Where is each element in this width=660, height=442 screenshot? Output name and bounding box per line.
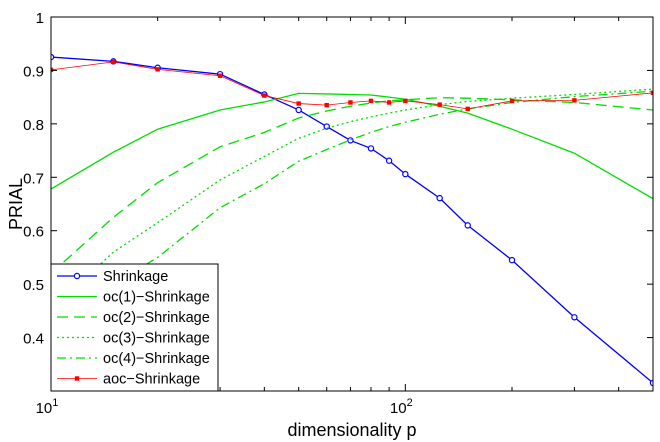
series-point <box>465 106 470 112</box>
series-line-5 <box>51 61 653 110</box>
series-point <box>649 379 653 387</box>
series-point <box>509 98 515 104</box>
series-point <box>217 73 223 78</box>
legend-label-1: oc(1)−Shrinkage <box>103 290 210 306</box>
legend-label-2: oc(2)−Shrinkage <box>103 310 210 326</box>
series-point <box>571 314 578 321</box>
legend-marker <box>74 376 80 381</box>
y-tick-label: 0.5 <box>23 277 44 294</box>
series-point <box>650 90 653 96</box>
y-tick-label: 1 <box>36 10 44 27</box>
series-line-2 <box>51 97 653 274</box>
series-point <box>368 98 374 104</box>
series-point <box>296 101 301 106</box>
series-point <box>572 98 577 103</box>
series-point <box>51 67 54 73</box>
axes-layer: 0.4 0.5 0.6 0.7 0.8 0.9 1 101 102 <box>23 10 653 417</box>
series-line-0 <box>51 56 653 384</box>
legend-box <box>50 263 219 392</box>
series-point <box>111 59 116 65</box>
y-tick-label: 0.9 <box>23 63 44 80</box>
y-tick-label: 0.8 <box>23 117 44 134</box>
series-point <box>464 222 471 229</box>
series-point <box>347 137 354 144</box>
legend-label-0: Shrinkage <box>103 269 168 285</box>
series-point <box>367 145 375 152</box>
series-point <box>436 194 443 202</box>
series-layer <box>51 53 653 387</box>
series-line-1 <box>51 92 653 200</box>
series-point <box>402 170 409 178</box>
series-point <box>385 157 393 164</box>
legend: Shrinkage oc(1)−Shrinkage oc(2)−Shrinkage o… <box>50 263 219 392</box>
y-axis-label: PRIAL <box>6 178 26 230</box>
series-point <box>324 102 329 108</box>
series-point <box>403 98 408 104</box>
series-point <box>262 93 267 98</box>
plot-frame <box>50 16 654 392</box>
y-tick-label: 0.7 <box>23 170 44 187</box>
legend-label-3: oc(3)−Shrinkage <box>103 331 210 347</box>
series-point <box>295 106 302 114</box>
series-point <box>386 100 392 105</box>
legend-label-5: aoc−Shrinkage <box>103 372 200 388</box>
legend-label-4: oc(4)−Shrinkage <box>103 351 210 367</box>
x-tick-label: 101 <box>36 397 59 417</box>
y-tick-label: 0.4 <box>23 331 44 348</box>
x-tick-label: 102 <box>390 397 413 417</box>
series-point <box>323 123 330 130</box>
series-point <box>155 67 160 72</box>
series-line-3 <box>78 88 653 285</box>
y-tick-label: 0.6 <box>23 224 44 241</box>
series-point <box>348 100 353 105</box>
legend-marker <box>73 272 81 280</box>
x-axis-label: dimensionality p <box>287 420 416 440</box>
series-point <box>437 102 442 107</box>
series-point <box>508 256 516 264</box>
